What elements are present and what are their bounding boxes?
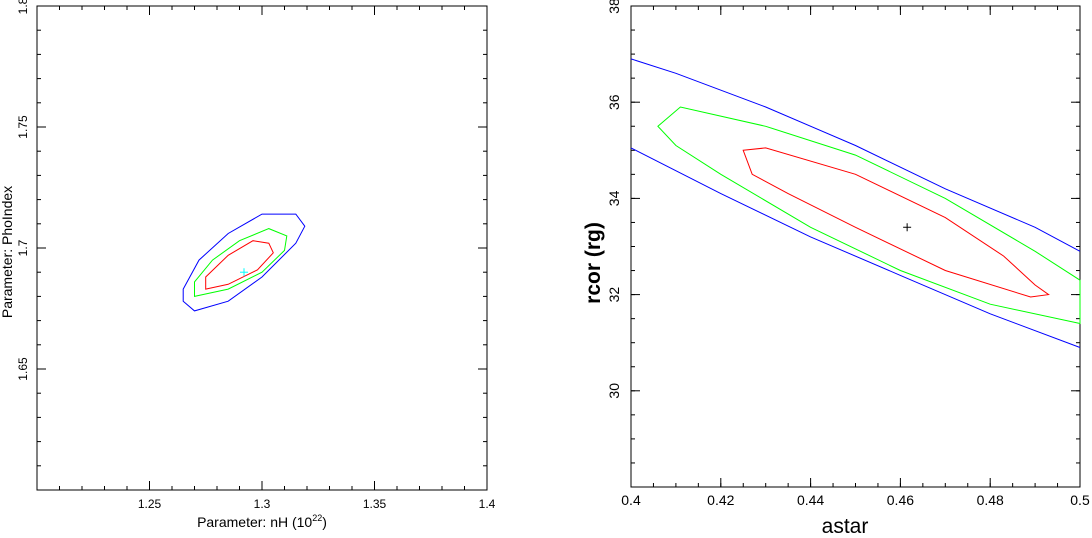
plot-frame-left [36,5,488,491]
x-tick-label: 0.5 [1070,492,1090,508]
x-axis-label-left: Parameter: nH (1022) [197,513,327,530]
x-tick-label: 1.35 [363,497,387,511]
contour-99pct-upper [630,58,1081,252]
x-tick-label: 0.48 [977,492,1004,508]
contour-68pct [205,240,274,290]
tick-marks-left [36,5,488,491]
contour-68pct [742,147,1050,298]
y-tick-label: 1.65 [16,357,30,381]
contours-left [182,213,306,312]
contour-99pct-lower [630,147,1081,348]
contour-90pct [657,106,1081,325]
contour-chart-left: 1.25 1.3 1.35 1.4 1.65 1.7 1.75 1.8 Parameter: … [0,0,496,530]
y-axis-label-left: Parameter: PhoIndex [0,186,15,318]
y-tick-label: 1.75 [16,115,30,139]
x-tick-label: 1.4 [479,497,496,511]
x-tick-label: 1.25 [138,497,162,511]
plot-frame-right [630,5,1081,488]
x-tick-label: 1.3 [254,497,271,511]
contour-90pct [194,228,288,298]
x-tick-label: 0.42 [707,492,734,508]
contour-chart-right: 0.4 0.42 0.44 0.46 0.48 0.5 30 32 34 36 38 astar r… [582,0,1090,538]
y-tick-label: 36 [606,94,622,110]
y-tick-label: 30 [606,383,622,399]
y-axis-label-right: rcor (rg) [582,222,605,304]
x-axis-label-right: astar [822,515,869,538]
y-tick-label: 1.8 [16,0,30,14]
x-tick-label: 0.4 [621,492,641,508]
y-tick-label: 32 [606,287,622,303]
contour-99pct [182,213,306,312]
tick-labels-left: 1.25 1.3 1.35 1.4 1.65 1.7 1.75 1.8 [16,0,496,511]
y-tick-label: 38 [606,0,622,14]
tick-marks-right [630,5,1081,488]
x-tick-label: 0.44 [797,492,824,508]
x-tick-label: 0.46 [887,492,914,508]
tick-labels-right: 0.4 0.42 0.44 0.46 0.48 0.5 30 32 34 36 38 [606,0,1090,508]
y-tick-label: 1.7 [16,239,30,256]
contours-right [630,58,1081,348]
y-tick-label: 34 [606,190,622,206]
